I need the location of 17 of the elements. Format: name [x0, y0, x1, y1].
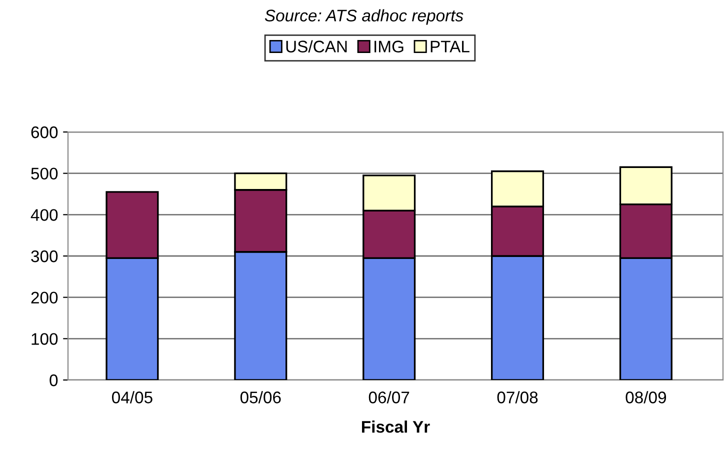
- y-tick-label: 600: [31, 126, 58, 138]
- source-note: Source: ATS adhoc reports: [264, 9, 464, 25]
- x-tick-label: 08/09: [626, 391, 666, 404]
- x-axis-title: Fiscal Yr: [362, 420, 430, 433]
- y-tick-label: 100: [32, 333, 58, 345]
- x-tick-label: 06/07: [368, 391, 410, 404]
- y-tick-label: 0: [50, 374, 58, 386]
- y-tick-label: 200: [31, 292, 58, 304]
- x-tick-label: 07/08: [497, 391, 538, 404]
- legend-label: IMG: [374, 40, 404, 52]
- y-tick-label: 400: [30, 209, 58, 221]
- legend-label: US/CAN: [286, 40, 347, 52]
- legend-label: PTAL: [430, 40, 470, 52]
- y-tick-label: 300: [31, 250, 58, 262]
- y-tick-label: 500: [31, 168, 58, 180]
- x-tick-label: 04/05: [112, 391, 152, 404]
- x-tick-label: 05/06: [240, 391, 281, 404]
